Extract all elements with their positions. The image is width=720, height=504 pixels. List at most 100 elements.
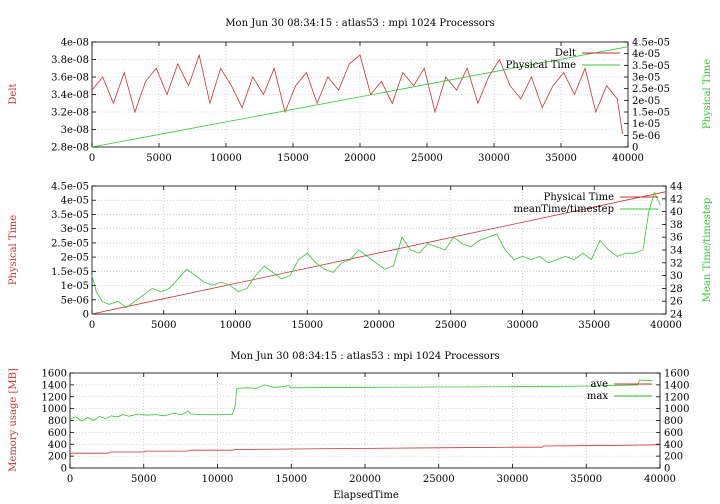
chart1-x-tick-label: 15000 bbox=[277, 153, 309, 164]
chart3-x-tick-label: 5000 bbox=[131, 474, 156, 485]
chart2-x-tick-label: 35000 bbox=[578, 320, 610, 331]
chart2-y-tick-label: 3.5e-05 bbox=[51, 210, 89, 221]
chart3-y-tick-label: 1000 bbox=[42, 404, 67, 415]
chart3-y2-tick-label: 200 bbox=[664, 452, 683, 463]
chart3-y-tick-label: 1400 bbox=[42, 380, 67, 391]
chart1-legend-label-physical-time: Physical Time bbox=[506, 60, 576, 71]
chart3-x-tick-label: 0 bbox=[67, 474, 73, 485]
chart3-y2-tick-label: 800 bbox=[664, 416, 683, 427]
chart3-y2-tick-label: 400 bbox=[664, 440, 683, 451]
chart3-plot-frame bbox=[69, 372, 661, 469]
chart1-plot-frame bbox=[91, 41, 629, 148]
chart2-x-tick-label: 10000 bbox=[220, 320, 252, 331]
chart2-x-tick-label: 20000 bbox=[363, 320, 395, 331]
chart2-y-tick-label: 4.5e-05 bbox=[51, 182, 89, 193]
chart1-title: Mon Jun 30 08:34:15 : atlas53 : mpi 1024… bbox=[225, 18, 494, 29]
chart2-y-tick-label: 0 bbox=[83, 310, 89, 321]
chart3-x-tick-label: 30000 bbox=[497, 474, 529, 485]
chart1-y2-tick-label: 1e-05 bbox=[632, 119, 660, 130]
chart3-y2-tick-label: 1400 bbox=[664, 380, 689, 391]
chart2-y2-tick-label: 24 bbox=[670, 310, 683, 321]
chart1-y2-tick-label: 0 bbox=[632, 143, 638, 154]
chart3-x-tick-label: 15000 bbox=[275, 474, 307, 485]
chart2-y2-tick-label: 28 bbox=[670, 284, 683, 295]
chart2-y-tick-label: 3e-05 bbox=[61, 224, 89, 235]
chart3-y2-tick-label: 600 bbox=[664, 428, 683, 439]
chart1-y-tick-label: 3.6e-08 bbox=[51, 73, 89, 84]
chart3-legend-label-ave: ave bbox=[590, 379, 608, 390]
chart2-y-tick-label: 1e-05 bbox=[61, 281, 89, 292]
chart3-xlabel: ElapsedTime bbox=[333, 490, 399, 501]
chart3-y-tick-label: 1200 bbox=[42, 392, 67, 403]
chart2-physical-time-series-line bbox=[91, 191, 667, 315]
chart3-ave-series-line bbox=[70, 444, 661, 454]
chart3-y-tick-label: 800 bbox=[48, 416, 67, 427]
chart2-y2-tick-label: 30 bbox=[670, 271, 683, 282]
chart3-y-tick-label: 600 bbox=[48, 428, 67, 439]
chart3-y2-tick-label: 1200 bbox=[664, 392, 689, 403]
chart3-x-tick-label: 25000 bbox=[423, 474, 455, 485]
chart1-y2-tick-label: 5e-06 bbox=[632, 131, 660, 142]
chart3-y-tick-label: 0 bbox=[61, 464, 67, 475]
chart3-title: Mon Jun 30 08:34:15 : atlas53 : mpi 1024… bbox=[230, 351, 499, 362]
chart2-y2label: Mean Time/timestep bbox=[702, 198, 713, 302]
chart2-x-tick-label: 25000 bbox=[435, 320, 467, 331]
chart2-plot-frame bbox=[91, 185, 667, 315]
chart2-y2-tick-label: 44 bbox=[670, 182, 683, 193]
chart1-x-tick-label: 25000 bbox=[411, 153, 443, 164]
chart2-y2-tick-label: 42 bbox=[670, 194, 683, 205]
chart1-x-tick-label: 10000 bbox=[210, 153, 242, 164]
chart3-y-tick-label: 200 bbox=[48, 452, 67, 463]
chart1-x-tick-label: 40000 bbox=[612, 153, 644, 164]
chart1-y2-tick-label: 4e-05 bbox=[632, 49, 660, 60]
memory-chart-panel: Mon Jun 30 08:34:15 : atlas53 : mpi 1024… bbox=[8, 351, 689, 501]
chart2-y-tick-label: 2.5e-05 bbox=[51, 238, 89, 249]
chart2-y2-tick-label: 36 bbox=[670, 233, 683, 244]
chart3-y2-tick-label: 1000 bbox=[664, 404, 689, 415]
chart1-physical-time-series-line bbox=[91, 46, 629, 148]
chart1-y-tick-label: 4e-08 bbox=[61, 38, 89, 49]
chart1-y2-tick-label: 2.5e-05 bbox=[632, 84, 670, 95]
chart2-y-tick-label: 5e-06 bbox=[61, 295, 89, 306]
chart2-x-tick-label: 15000 bbox=[291, 320, 323, 331]
chart1-y2-tick-label: 2e-05 bbox=[632, 96, 660, 107]
chart3-ylabel: Memory usage [MB] bbox=[8, 368, 19, 472]
chart2-y2-tick-label: 26 bbox=[670, 297, 683, 308]
chart1-y-tick-label: 3.8e-08 bbox=[51, 55, 89, 66]
chart1-y-tick-label: 2.8e-08 bbox=[51, 143, 89, 154]
physical-time-chart-panel: Physical Time Mean Time/timestep 0 5000 10… bbox=[8, 182, 713, 332]
chart3-y2-tick-label: 0 bbox=[664, 464, 670, 475]
chart2-x-tick-label: 40000 bbox=[650, 320, 682, 331]
chart1-ylabel: Delt bbox=[8, 83, 19, 104]
chart1-y-tick-label: 3.2e-08 bbox=[51, 108, 89, 119]
chart2-y-tick-label: 4e-05 bbox=[61, 196, 89, 207]
chart2-y2-tick-label: 32 bbox=[670, 258, 683, 269]
chart1-x-tick-label: 0 bbox=[89, 153, 95, 164]
chart1-y2label: Physical Time bbox=[702, 59, 713, 129]
chart3-x-tick-label: 20000 bbox=[349, 474, 381, 485]
chart2-x-tick-label: 30000 bbox=[507, 320, 539, 331]
chart3-y-tick-label: 1600 bbox=[42, 369, 67, 380]
chart3-y2-tick-label: 1600 bbox=[664, 369, 689, 380]
chart2-x-tick-label: 0 bbox=[89, 320, 95, 331]
chart1-x-tick-label: 5000 bbox=[146, 153, 171, 164]
chart3-y-tick-label: 400 bbox=[48, 440, 67, 451]
chart1-x-tick-label: 20000 bbox=[344, 153, 376, 164]
chart1-x-tick-label: 30000 bbox=[478, 153, 510, 164]
chart1-y-tick-label: 3.4e-08 bbox=[51, 90, 89, 101]
chart1-y2-tick-label: 3.5e-05 bbox=[632, 61, 670, 72]
chart3-max-series-line bbox=[69, 379, 653, 422]
chart2-legend-label-meantime-timestep: meanTime/timestep bbox=[513, 204, 614, 215]
chart2-ylabel: Physical Time bbox=[8, 215, 19, 285]
chart1-y2-tick-label: 3e-05 bbox=[632, 73, 660, 84]
chart3-x-tick-label: 40000 bbox=[644, 474, 676, 485]
chart1-legend-label-delt: Delt bbox=[555, 48, 576, 59]
chart2-x-tick-label: 5000 bbox=[151, 320, 176, 331]
chart1-y-tick-label: 3e-08 bbox=[61, 125, 89, 136]
chart2-y2-tick-label: 38 bbox=[670, 220, 683, 231]
chart2-legend-label-physical-time: Physical Time bbox=[544, 192, 614, 203]
chart2-y2-tick-label: 34 bbox=[670, 246, 683, 257]
chart3-x-tick-label: 35000 bbox=[570, 474, 602, 485]
chart1-y2-tick-label: 4.5e-05 bbox=[632, 38, 670, 49]
